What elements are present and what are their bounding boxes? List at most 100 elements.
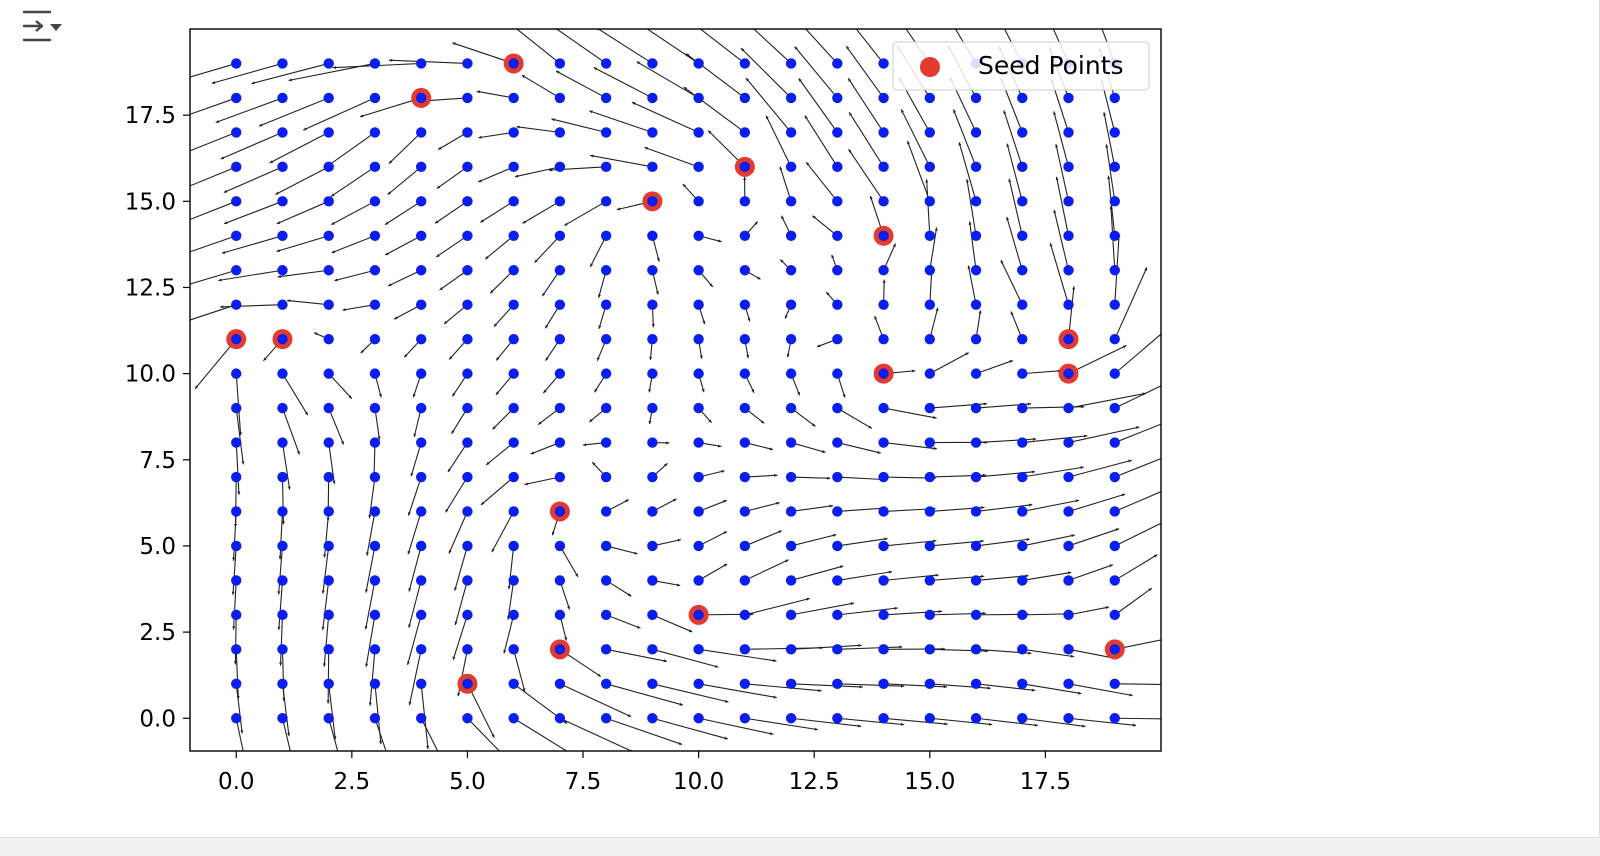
vector-arrow-head	[385, 221, 389, 225]
grid-point	[508, 299, 519, 310]
vector-arrow	[447, 442, 468, 473]
vector-arrow	[331, 235, 376, 254]
grid-point	[277, 678, 288, 689]
vector-arrow	[1114, 587, 1153, 616]
vector-arrow-head	[1031, 688, 1036, 692]
vector-arrow-head	[406, 661, 410, 665]
vector-arrow	[330, 166, 376, 197]
vector-arrow-head	[287, 486, 291, 490]
vector-arrow-head	[215, 120, 220, 123]
grid-point	[970, 644, 982, 655]
vector-arrow	[929, 269, 933, 305]
grid-point	[277, 506, 288, 517]
vector-arrow	[388, 131, 422, 165]
vector-arrow-head	[644, 147, 648, 150]
grid-point	[508, 713, 519, 724]
grid-point	[785, 575, 797, 586]
vector-arrow	[740, 47, 792, 99]
grid-point	[970, 713, 982, 724]
grid-point	[1017, 92, 1028, 104]
grid-point	[462, 575, 473, 586]
grid-point	[508, 333, 519, 345]
vector-arrow	[929, 307, 939, 340]
vector-arrow	[334, 269, 376, 282]
grid-point	[1017, 127, 1028, 138]
vector-arrow-head	[740, 48, 745, 52]
vector-arrow	[804, 115, 838, 168]
vector-arrow	[452, 614, 468, 661]
grid-point	[369, 644, 381, 655]
vector-arrow	[698, 531, 728, 547]
vector-arrow	[929, 683, 991, 689]
vector-arrow	[258, 97, 329, 127]
vector-arrow-head	[288, 78, 293, 82]
vector-arrow	[467, 717, 501, 751]
vector-arrow-head	[1028, 651, 1032, 655]
vector-arrow	[837, 646, 903, 650]
vector-arrow	[439, 269, 468, 291]
vector-arrow	[480, 476, 515, 506]
vector-arrow-head	[848, 78, 852, 82]
vector-arrow-head	[947, 14, 950, 17]
grid-point	[647, 506, 658, 517]
vector-arrow-head	[868, 425, 872, 429]
vector-arrow-head	[798, 78, 802, 82]
grid-point	[554, 161, 566, 173]
vector-arrow-head	[444, 320, 448, 324]
vector-arrow	[597, 29, 653, 64]
grid-point	[970, 678, 982, 689]
vector-arrow-head	[331, 250, 336, 254]
grid-point	[832, 609, 843, 621]
grid-point	[739, 678, 751, 689]
vector-arrow-head	[676, 583, 681, 587]
vector-arrow-head	[943, 685, 947, 689]
grid-point	[554, 92, 566, 104]
vector-arrow-head	[276, 249, 280, 253]
y-tick-label: 10.0	[125, 362, 176, 388]
grid-point	[693, 58, 704, 69]
grid-point	[1017, 609, 1028, 621]
vector-arrow-head	[935, 307, 939, 312]
vector-arrow-head	[368, 702, 372, 706]
vector-arrow	[516, 126, 560, 133]
grid-point	[600, 299, 612, 310]
vector-arrow	[478, 131, 514, 139]
vector-arrow-head	[1123, 345, 1127, 349]
vector-arrow-head	[522, 220, 527, 224]
vector-arrow-head	[1071, 534, 1075, 538]
vector-arrow-head	[171, 256, 174, 259]
grid-point	[832, 644, 843, 655]
grid-point	[739, 506, 751, 517]
vector-arrow	[589, 110, 653, 133]
grid-point	[600, 127, 612, 138]
grid-point	[415, 333, 427, 345]
vector-arrow-head	[682, 183, 687, 188]
vector-arrow-head	[331, 193, 335, 197]
vector-arrow-head	[388, 160, 393, 164]
vector-arrow-head	[160, 328, 163, 331]
grid-point	[1109, 644, 1120, 655]
vector-arrow-head	[1103, 112, 1107, 116]
vector-arrow-head	[793, 16, 796, 19]
vector-arrow-head	[530, 451, 535, 455]
grid-point	[369, 713, 381, 724]
vector-arrow-head	[741, 17, 744, 20]
vector-arrow-head	[1121, 493, 1126, 497]
output-settings-icon[interactable]	[20, 6, 66, 46]
vector-arrow-head	[1128, 459, 1132, 463]
vector-arrow-head	[832, 533, 837, 537]
grid-point	[1017, 678, 1028, 689]
grid-point	[693, 609, 704, 621]
vector-arrow	[1022, 499, 1080, 513]
vector-arrow-head	[480, 501, 485, 505]
vector-arrow-head	[723, 531, 727, 535]
vector-arrow-head	[1028, 503, 1033, 507]
vector-arrow-head	[967, 265, 971, 270]
grid-point	[739, 265, 751, 276]
grid-point	[878, 333, 889, 345]
vector-arrow-head	[515, 174, 519, 178]
grid-point	[785, 609, 797, 621]
vector-arrow-head	[493, 323, 498, 327]
legend-label: Seed Points	[978, 51, 1124, 80]
vector-arrow	[387, 269, 422, 287]
